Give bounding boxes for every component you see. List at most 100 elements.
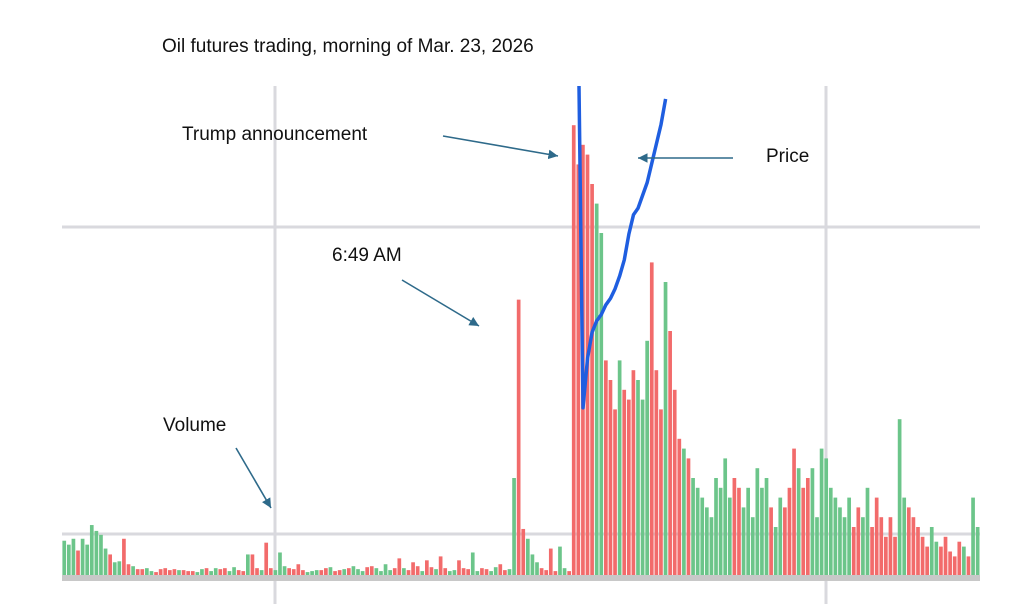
volume-bar-up <box>636 380 640 576</box>
volume-bar-down <box>608 380 613 576</box>
volume-bar-down <box>801 487 806 576</box>
volume-bar-up <box>760 487 764 576</box>
volume-bar-up <box>489 571 493 576</box>
volume-bar-down <box>484 569 489 576</box>
volume-bar-up <box>700 497 705 576</box>
volume-bar-down <box>122 538 126 576</box>
volume-bar-up <box>388 570 392 576</box>
volume-bar-up <box>975 527 980 576</box>
volume-bar-down <box>346 568 351 576</box>
volume-bar-down <box>457 560 461 576</box>
volume-bar-down <box>920 536 925 576</box>
volume-bar-up <box>865 487 870 576</box>
volume-bar-down <box>296 564 301 576</box>
volume-bar-down <box>622 389 627 576</box>
volume-bar-down <box>411 562 415 576</box>
volume-bar-up <box>971 497 975 576</box>
volume-bar-down <box>604 360 608 576</box>
volume-bar-down <box>590 184 594 576</box>
volume-bar-down <box>236 570 241 576</box>
volume-bar-up <box>103 548 108 576</box>
volume-bar-up <box>447 571 452 576</box>
annotation-arrows <box>235 135 733 509</box>
volume-bar-down <box>425 560 429 576</box>
volume-bar-down <box>186 571 191 576</box>
volume-bar-down <box>480 568 484 576</box>
volume-bar-down <box>879 517 884 576</box>
volume-bar-down <box>76 550 80 576</box>
volume-bar-up <box>507 569 512 576</box>
volume-bar-down <box>140 569 145 576</box>
volume-bar-down <box>369 566 374 576</box>
volume-bar-up <box>535 562 539 576</box>
volume-bar-down <box>333 571 337 576</box>
volume-bar-down <box>429 567 434 576</box>
volume-bar-up <box>85 544 90 576</box>
volume-bar-down <box>539 568 544 576</box>
volume-bar-down <box>521 528 526 576</box>
volume-bar-up <box>815 517 819 576</box>
volume-bar-up <box>833 497 838 576</box>
volume-bar-down <box>668 331 672 576</box>
volume-bar-up <box>718 487 723 576</box>
volume-bar-up <box>89 525 94 576</box>
volume-bar-up <box>714 478 718 576</box>
volume-bar-down <box>291 569 296 576</box>
volume-bar-up <box>200 569 204 576</box>
volume-bar-up <box>420 571 425 576</box>
volume-bar-up <box>778 497 783 576</box>
volume-bar-down <box>392 568 397 576</box>
volume-bar-up <box>351 566 356 576</box>
volume-bar-down <box>218 569 223 576</box>
volume-bar-up <box>594 203 599 576</box>
volume-bar-down <box>126 564 131 576</box>
volume-bar-down <box>181 570 186 576</box>
grid-lines <box>62 86 980 604</box>
volume-bar-up <box>246 554 250 576</box>
volume-bar-down <box>677 438 682 576</box>
volume-bar-down <box>406 570 411 576</box>
volume-bar-up <box>145 568 149 576</box>
volume-bar-down <box>870 527 874 576</box>
volume-bar-up <box>819 448 824 576</box>
volume-bar-down <box>365 567 370 576</box>
volume-bar-down <box>108 554 112 576</box>
volume-bar-up <box>746 487 750 576</box>
volume-bar-up <box>695 487 700 576</box>
volume-bar-up <box>112 562 117 576</box>
annotation-price: Price <box>766 146 810 167</box>
volume-bar-down <box>204 568 209 576</box>
volume-bar-up <box>709 517 714 576</box>
volume-bar-down <box>268 568 273 576</box>
volume-bar-down <box>672 389 677 576</box>
volume-bar-up <box>131 566 135 576</box>
volume-bar-down <box>324 568 328 576</box>
volume-bar-up <box>929 527 934 576</box>
volume-bar-down <box>906 507 911 576</box>
volume-bar-up <box>691 478 695 576</box>
volume-bar-up <box>599 233 604 576</box>
volume-bar-down <box>172 569 177 576</box>
volume-bar-down <box>649 262 654 576</box>
volume-bar-up <box>897 419 902 576</box>
volume-bar-up <box>558 546 562 576</box>
volume-bar-down <box>516 299 521 576</box>
volume-bar-down <box>966 556 971 576</box>
volume-bar-down <box>461 568 466 576</box>
volume-bar-down <box>571 125 576 576</box>
volume-bar-up <box>99 534 103 576</box>
volume-bar-up <box>512 478 516 576</box>
volume-bar-down <box>911 517 916 576</box>
volume-bar-up <box>764 478 769 576</box>
volume-bar-up <box>962 546 966 576</box>
volume-bar-up <box>663 282 668 576</box>
volume-bar-down <box>466 569 471 576</box>
chart-title: Oil futures trading, morning of Mar. 23,… <box>162 36 534 57</box>
volume-bar-down <box>851 527 856 576</box>
volume-bar-up <box>755 468 760 576</box>
volume-bar-up <box>177 570 181 576</box>
volume-bar-down <box>783 507 787 576</box>
volume-bar-up <box>328 567 333 576</box>
volume-bar-down <box>737 487 741 576</box>
volume-bar-up <box>213 568 218 576</box>
